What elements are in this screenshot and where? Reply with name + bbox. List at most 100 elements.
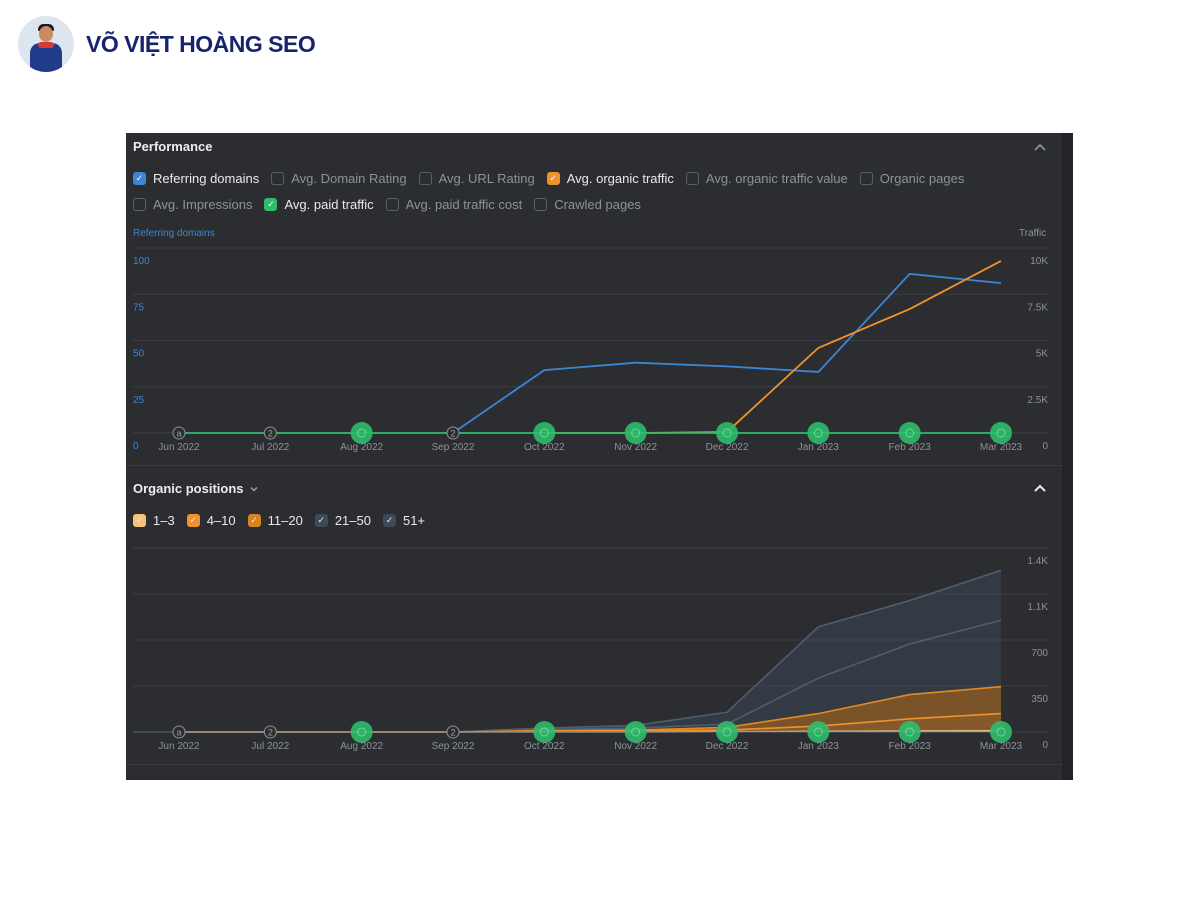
- annotation-marker-ring: [996, 428, 1006, 438]
- checkmark-icon: ✓: [133, 172, 146, 185]
- checkbox-label: 51+: [402, 513, 426, 528]
- checkbox-label: 4–10: [206, 513, 236, 528]
- annotation-marker: [898, 422, 921, 444]
- checkbox-label: Crawled pages: [554, 197, 641, 212]
- metrics-row-1: ✓ Referring domains Avg. Domain Rating Avg.…: [133, 171, 976, 186]
- annotation-marker: [990, 721, 1012, 743]
- annotation-marker: [624, 422, 647, 444]
- performance-chart[interactable]: 0 0 25 2.5K 50 5K 75 7.5K 100 10K a 2 2 Jun 2022 Jul 2…: [126, 233, 1062, 468]
- checkbox-avg-organic-traffic[interactable]: ✓ Avg. organic traffic: [546, 171, 674, 186]
- x-tick-label: Dec 2022: [706, 741, 749, 752]
- x-tick-label: Sep 2022: [432, 741, 475, 752]
- annotation-marker-ring: [539, 727, 549, 737]
- organic-positions-collapse-button[interactable]: [1032, 479, 1048, 495]
- annotation-marker: [807, 721, 830, 743]
- annotation-label: a: [176, 429, 181, 439]
- checkmark-icon: ✓: [546, 172, 560, 185]
- series-line-referring-domains: [452, 273, 1002, 434]
- x-tick-label: Jan 2023: [798, 741, 840, 752]
- checkbox-21-50[interactable]: ✓ 21–50: [314, 513, 371, 528]
- annotation-label: 2: [268, 429, 273, 439]
- area-band-pos-11-20: [179, 686, 1001, 732]
- checkbox-empty-icon: [418, 172, 432, 185]
- checkbox-empty-icon: [859, 172, 873, 185]
- checkbox-4-10[interactable]: ✓ 4–10: [186, 513, 236, 528]
- annotation-marker-ring: [631, 428, 641, 438]
- checkbox-avg-url-rating[interactable]: Avg. URL Rating: [418, 171, 535, 186]
- annotation-marker: [990, 422, 1012, 444]
- annotation-marker: [807, 422, 830, 444]
- y-tick-label-right: 0: [1042, 441, 1048, 452]
- checkmark-icon: ✓: [133, 514, 146, 527]
- checkmark-icon: ✓: [186, 514, 200, 527]
- x-tick-label: Jan 2023: [798, 442, 840, 453]
- avatar: [18, 16, 74, 72]
- annotation-marker-ring: [905, 428, 915, 438]
- y-tick-label-left: 0: [133, 441, 139, 452]
- annotation-marker-ring: [357, 727, 367, 737]
- y-tick-label-right: 10K: [1030, 256, 1048, 267]
- checkbox-label: Avg. paid traffic: [284, 197, 374, 212]
- section-divider-bottom: [126, 764, 1062, 765]
- y-tick-label: 0: [1042, 740, 1048, 751]
- checkbox-pos-1-3[interactable]: ✓ 1–3: [133, 513, 175, 528]
- area-band-pos-21-50: [179, 620, 1001, 732]
- performance-title: Performance: [133, 139, 213, 154]
- x-tick-label: Jun 2022: [158, 741, 200, 752]
- annotation-label: a: [176, 728, 181, 738]
- performance-collapse-button[interactable]: [1032, 138, 1048, 154]
- checkmark-icon: ✓: [247, 514, 261, 527]
- x-tick-label: Dec 2022: [706, 442, 749, 453]
- x-tick-label: Mar 2023: [980, 741, 1023, 752]
- right-axis-label: Traffic: [1019, 228, 1047, 239]
- y-tick-label: 1.1K: [1027, 602, 1048, 613]
- checkbox-empty-icon: [385, 198, 399, 211]
- y-tick-label-left: 75: [133, 302, 145, 313]
- annotation-marker-ring: [813, 428, 823, 438]
- checkbox-avg-impressions[interactable]: Avg. Impressions: [133, 197, 252, 212]
- y-tick-label-left: 50: [133, 349, 145, 360]
- checkbox-avg-organic-traffic-value[interactable]: Avg. organic traffic value: [685, 171, 848, 186]
- checkbox-11-20[interactable]: ✓ 11–20: [247, 513, 303, 528]
- annotation-marker-ring: [996, 727, 1006, 737]
- annotation-marker-ring: [539, 428, 549, 438]
- checkbox-label: 1–3: [153, 513, 175, 528]
- checkbox-label: 21–50: [334, 513, 371, 528]
- y-tick-label: 350: [1031, 694, 1048, 705]
- avatar-head: [39, 26, 53, 42]
- annotation-marker-ring: [722, 727, 732, 737]
- organic-positions-title: Organic positions: [133, 481, 244, 496]
- x-tick-label: Aug 2022: [340, 442, 383, 453]
- annotation-marker-ring: [357, 428, 367, 438]
- annotation-marker: [172, 725, 186, 739]
- annotation-marker: [350, 422, 373, 444]
- y-tick-label: 700: [1031, 648, 1048, 659]
- section-divider: [126, 465, 1062, 466]
- annotation-marker-ring: [631, 727, 641, 737]
- checkbox-51[interactable]: ✓ 51+: [382, 513, 426, 528]
- annotation-marker: [446, 426, 460, 440]
- ahrefs-overview-panel: Performance ✓ Referring domains Avg. Domai…: [126, 133, 1073, 780]
- annotation-marker-ring: [905, 727, 915, 737]
- series-line-avg-organic-traffic: [544, 260, 1002, 434]
- checkbox-avg-paid-traffic-cost[interactable]: Avg. paid traffic cost: [385, 197, 522, 212]
- checkbox-avg-paid-traffic[interactable]: ✓ Avg. paid traffic: [264, 197, 374, 212]
- x-tick-label: Nov 2022: [614, 741, 657, 752]
- y-tick-label: 1.4K: [1027, 556, 1048, 567]
- organic-positions-chart[interactable]: 0 350 700 1.1K 1.4K a 2 2 Jun 2022 Jul 2022 Aug 20…: [126, 533, 1062, 768]
- scrollbar-track[interactable]: [1062, 133, 1073, 780]
- x-tick-label: Oct 2022: [524, 741, 565, 752]
- brand-header: VÕ VIỆT HOÀNG SEO: [18, 16, 316, 72]
- checkbox-crawled-pages[interactable]: Crawled pages: [534, 197, 641, 212]
- organic-positions-dropdown[interactable]: Organic positions: [133, 481, 259, 496]
- checkbox-label: Organic pages: [879, 171, 965, 186]
- checkbox-organic-pages[interactable]: Organic pages: [859, 171, 965, 186]
- checkbox-avg-domain-rating[interactable]: Avg. Domain Rating: [271, 171, 407, 186]
- x-tick-label: Jul 2022: [251, 741, 289, 752]
- x-tick-label: Mar 2023: [980, 442, 1023, 453]
- annotation-marker: [624, 721, 647, 743]
- checkbox-empty-icon: [271, 172, 285, 185]
- x-tick-label: Aug 2022: [340, 741, 383, 752]
- annotation-label: 2: [268, 728, 273, 738]
- checkbox-referring-domains[interactable]: ✓ Referring domains: [133, 171, 259, 186]
